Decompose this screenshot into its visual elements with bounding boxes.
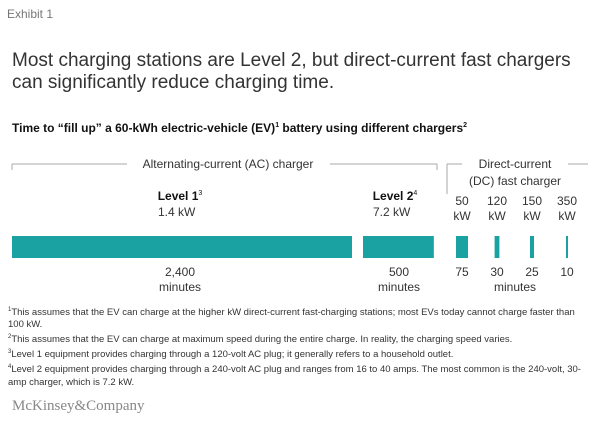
dc-group-label-line1: Direct-current: [479, 157, 552, 171]
bar-0: [12, 236, 352, 258]
bar-power-4: 150: [522, 194, 542, 208]
charging-time-chart: Alternating-current (AC) charger Direct-c…: [11, 157, 588, 294]
mckinsey-logo: McKinsey&Company: [12, 398, 145, 414]
subtitle-text-before: Time to “fill up” a 60-kWh electric-vehi…: [12, 121, 276, 135]
bar-1: [363, 236, 434, 258]
subtitle-sup-2: 2: [463, 122, 468, 129]
bar-2: [456, 236, 468, 258]
dc-unit-label: minutes: [494, 280, 536, 294]
bar-name-sup: 3: [198, 190, 202, 197]
bar-name-sup: 4: [413, 190, 417, 197]
footnote-text: Level 1 equipment provides charging thro…: [11, 349, 454, 361]
footnote-1: 1This assumes that the EV can charge at …: [8, 304, 593, 331]
subtitle-text-after: battery using different chargers: [279, 121, 464, 135]
bar-power-2: 50: [455, 194, 469, 208]
footnote-marker: 3: [8, 349, 12, 356]
bar-power-1: 7.2 kW: [373, 205, 411, 219]
bar-name-text: Level 2: [373, 189, 414, 203]
footnote-marker: 1: [8, 307, 12, 313]
bar-unit-0: minutes: [159, 280, 201, 294]
bar-power-3: 120: [487, 194, 507, 208]
bar-power-unit-4: kW: [523, 209, 541, 223]
footnote-3: 3Level 1 equipment provides charging thr…: [8, 346, 593, 361]
footnote-marker: 4: [8, 364, 12, 371]
bar-power-unit-3: kW: [488, 209, 506, 223]
bar-value-4: 25: [525, 265, 539, 279]
footnotes: 1This assumes that the EV can charge at …: [8, 304, 593, 389]
dc-group-label-line2: (DC) fast charger: [469, 174, 561, 188]
subtitle-sup-1: 1: [275, 122, 280, 129]
bar-4: [530, 236, 534, 258]
bar-value-2: 75: [455, 265, 469, 279]
bar-unit-1: minutes: [378, 280, 420, 294]
headline: Most charging stations are Level 2, but …: [12, 50, 571, 93]
bar-value-3: 30: [490, 265, 504, 279]
bar-value-5: 10: [560, 265, 574, 279]
bar-name-text: Level 1: [158, 189, 199, 203]
bar-name-0: Level 13: [158, 189, 203, 203]
bar-3: [494, 236, 500, 258]
chart-subtitle: Time to “fill up” a 60-kWh electric-vehi…: [12, 121, 467, 135]
ac-group-label: Alternating-current (AC) charger: [143, 157, 314, 171]
footnote-text: Level 2 equipment provides charging thro…: [8, 364, 581, 388]
footnote-text: This assumes that the EV can charge at t…: [8, 307, 575, 331]
footnote-marker: 2: [8, 334, 12, 341]
footnote-text: This assumes that the EV can charge at m…: [11, 334, 513, 346]
footnote-2: 2This assumes that the EV can charge at …: [8, 331, 593, 346]
exhibit-label: Exhibit 1: [7, 7, 54, 21]
bar-name-1: Level 24: [373, 189, 418, 203]
bar-power-0: 1.4 kW: [158, 205, 196, 219]
bar-value-1: 500: [389, 265, 409, 279]
bar-power-5: 350: [557, 194, 577, 208]
bar-power-unit-5: kW: [558, 209, 576, 223]
bar-value-0: 2,400: [165, 265, 195, 279]
footnote-4: 4Level 2 equipment provides charging thr…: [8, 361, 593, 388]
bar-5: [566, 236, 568, 258]
bar-power-unit-2: kW: [453, 209, 471, 223]
